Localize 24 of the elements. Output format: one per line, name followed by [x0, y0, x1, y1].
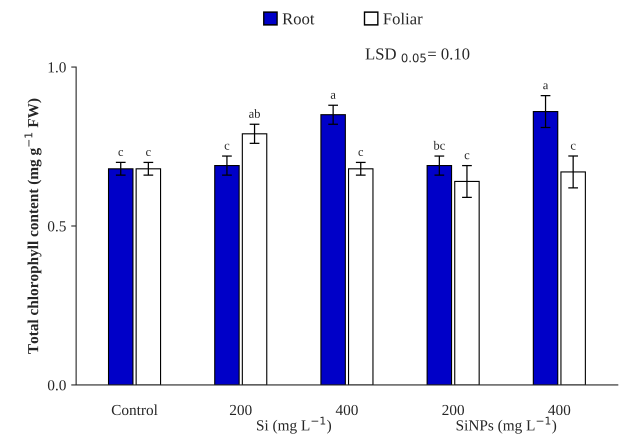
x-tick-label: Control: [112, 404, 158, 416]
legend-label: Foliar: [383, 12, 422, 24]
y-tick-label: 0.5: [48, 221, 66, 232]
data-label: c: [570, 144, 576, 150]
x-tick-label: 200: [442, 404, 464, 416]
data-label: a: [330, 92, 336, 99]
data-label: ab: [249, 109, 260, 118]
y-tick-label: 1.0: [48, 62, 66, 73]
data-label: c: [146, 150, 151, 156]
y-axis-title: Total chlorophyll content (mg g$^{−1}$ FW): [24, 98, 42, 354]
x-tick-label: 400: [336, 404, 358, 416]
text: Si (mg L$^{−1}$): [256, 416, 332, 434]
data-label: c: [224, 144, 230, 150]
data-label: bc: [433, 140, 445, 150]
text: LSD $_{0.05}$= 0.10: [366, 48, 470, 62]
x-tick-label: 400: [548, 404, 570, 416]
data-label: c: [464, 153, 470, 160]
y-tick-label: 0.0: [48, 380, 66, 390]
data-label: c: [118, 150, 124, 156]
data-label: c: [358, 150, 364, 156]
legend-label: Root: [282, 13, 314, 24]
x-tick-label: 200: [230, 404, 252, 416]
text: SiNPs (mg L$^{−1}$): [456, 416, 556, 434]
data-label: a: [543, 83, 548, 90]
